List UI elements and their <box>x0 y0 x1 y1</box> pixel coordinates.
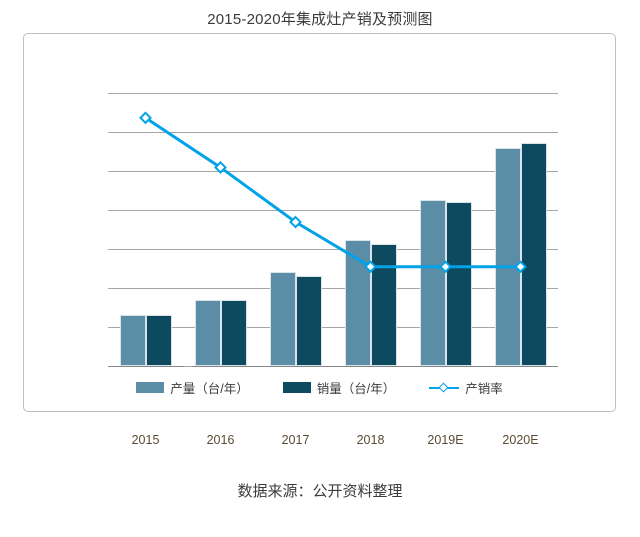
y-axis-left-tickmark <box>184 171 192 172</box>
legend-label-production: 产量（台/年） <box>170 382 249 396</box>
y-axis-left-tickmark <box>184 249 192 250</box>
sales-ratio-marker-2015[interactable] <box>139 111 152 125</box>
gridline <box>108 93 558 94</box>
y-axis-left-tickmark <box>184 93 192 94</box>
x-axis-tick-label: 2018 <box>356 433 385 447</box>
legend-label-sales-ratio: 产销率 <box>465 382 503 396</box>
x-axis-tick-label: 2020E <box>502 433 539 447</box>
bar-production-2019E[interactable] <box>419 200 446 366</box>
bar-production-2017[interactable] <box>269 272 296 366</box>
x-axis-tick-label: 2016 <box>206 433 235 447</box>
legend-label-sales: 销量（台/年） <box>316 382 396 396</box>
y-axis-left-tickmark <box>184 288 192 289</box>
bar-sales-2020E[interactable] <box>520 143 547 366</box>
gridline <box>108 132 558 133</box>
y-axis-left-tickmark <box>184 210 192 211</box>
bar-sales-2016[interactable] <box>220 300 247 366</box>
plot-area: 0100000200000300000400000500000600000700… <box>108 93 558 447</box>
chart-title: 2015-2020年集成灶产销及预测图 <box>207 11 433 28</box>
bar-sales-2018[interactable] <box>370 243 397 366</box>
bar-production-2015[interactable] <box>119 315 146 366</box>
gridline <box>108 171 558 172</box>
x-axis-tick-label: 2015 <box>131 433 160 447</box>
x-axis-line <box>108 366 558 367</box>
x-axis-tick-label: 2019E <box>427 433 464 447</box>
bar-sales-2015[interactable] <box>145 315 172 366</box>
legend-swatch-sales-icon <box>282 382 311 393</box>
bar-production-2020E[interactable] <box>494 148 521 366</box>
bar-production-2016[interactable] <box>194 299 221 366</box>
legend-item-sales-ratio[interactable]: 产销率 <box>429 378 503 397</box>
y-axis-left-tickmark <box>184 366 192 367</box>
line-series-layer <box>139 111 527 274</box>
bar-sales-2017[interactable] <box>295 275 322 366</box>
y-axis-left-tickmark <box>184 132 192 133</box>
gridline <box>108 288 558 289</box>
gridline <box>108 327 558 328</box>
bar-sales-2019E[interactable] <box>445 201 472 366</box>
chart-plot-panel: 0100000200000300000400000500000600000700… <box>23 33 616 447</box>
legend-item-sales[interactable]: 销量（台/年） <box>282 378 396 397</box>
chart-legend: 产量（台/年） 销量（台/年） 产销率 <box>23 378 616 397</box>
legend-line-marker-icon <box>429 382 460 393</box>
y-axis-left-tickmark <box>184 327 192 328</box>
gridline <box>108 249 558 250</box>
source-note: 数据来源：公开资料整理 <box>237 483 403 500</box>
legend-item-production[interactable]: 产量（台/年） <box>136 378 249 397</box>
legend-swatch-production-icon <box>136 382 165 393</box>
gridline <box>108 210 558 211</box>
bar-production-2018[interactable] <box>344 240 371 366</box>
x-axis-tick-label: 2017 <box>281 433 310 447</box>
sales-ratio-marker-2017[interactable] <box>289 215 302 229</box>
